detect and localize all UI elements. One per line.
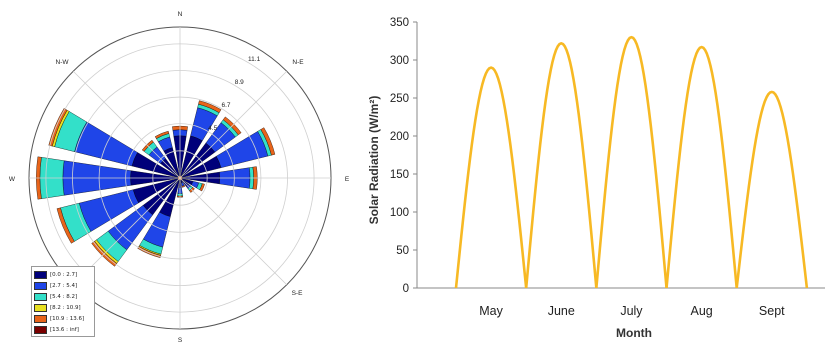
wind-rose-spoke (72, 70, 181, 179)
line-chart-series (454, 35, 809, 289)
legend-swatch (34, 314, 47, 323)
y-tick-label: 350 (390, 17, 409, 29)
wind-rose-sector-segment (181, 185, 186, 188)
wind-rose-direction-label: N (178, 11, 183, 18)
y-tick-label: 50 (396, 245, 409, 257)
legend-swatch (34, 325, 47, 334)
wind-rose-direction-label: W (9, 176, 16, 183)
y-tick-label: 0 (403, 283, 409, 295)
wind-rose-sector-segment (48, 108, 68, 147)
legend-item: [8.2 : 10.9] (34, 302, 92, 313)
radiation-curve-sept (735, 90, 809, 289)
legend-swatch (34, 303, 47, 312)
legend-swatch (34, 281, 47, 290)
wind-rose-sector-segment (154, 130, 170, 139)
legend-swatch (34, 292, 47, 301)
y-tick-label: 250 (390, 93, 409, 105)
legend-label: [0.0 : 2.7] (50, 271, 78, 278)
wind-rose-ring-label: 11.1 (248, 56, 261, 63)
wind-rose-sectors (36, 100, 276, 267)
wind-rose-sector-segment (56, 207, 75, 244)
legend-label: [2.7 : 5.4] (50, 282, 78, 289)
wind-rose-chart: N N-E E S-E S W N-W 4.5 6.7 8.9 11.1 (9, 11, 350, 342)
wind-rose-sector-segment (260, 127, 276, 156)
line-chart-axes: 0 50 100 150 200 250 300 350 May June July Aug Sept (390, 17, 825, 318)
wind-rose-ring-label: 6.7 (221, 102, 230, 109)
radiation-curve-july (595, 35, 668, 289)
legend-item: [10.9 : 13.6] (34, 313, 92, 324)
x-tick-label: July (620, 304, 643, 318)
x-tick-label: May (479, 304, 503, 318)
legend-swatch (34, 270, 47, 279)
legend-label: [13.6 : inf] (50, 326, 79, 333)
y-tick-label: 100 (390, 207, 409, 219)
wind-rose-sector-segment (198, 100, 222, 114)
radiation-curve-aug (665, 45, 738, 289)
y-tick-label: 300 (390, 55, 409, 67)
wind-rose-ring-label: 4.5 (208, 125, 217, 132)
y-tick-label: 150 (390, 169, 409, 181)
radiation-curve-june (524, 41, 598, 289)
legend-item: [13.6 : inf] (34, 324, 92, 335)
x-axis-label: Month (616, 326, 652, 340)
legend-label: [10.9 : 13.6] (50, 315, 85, 322)
legend-label: [5.4 : 8.2] (50, 293, 78, 300)
legend-item: [0.0 : 2.7] (34, 269, 92, 280)
x-tick-label: Sept (759, 304, 785, 318)
wind-rose-labels: N N-E E S-E S W N-W 4.5 6.7 8.9 11.1 (9, 11, 350, 342)
legend-item: [2.7 : 5.4] (34, 280, 92, 291)
y-axis-label: Solar Radiation (W/m²) (367, 96, 381, 225)
wind-rose-direction-label: N-W (56, 59, 70, 66)
legend-label: [8.2 : 10.9] (50, 304, 81, 311)
y-tick-label: 200 (390, 131, 409, 143)
radiation-curve-may (454, 66, 528, 289)
wind-rose-spoke (179, 70, 288, 179)
wind-rose-direction-label: S (178, 337, 183, 342)
wind-rose-sector-segment (199, 183, 205, 192)
x-tick-label: Aug (690, 304, 712, 318)
wind-rose-legend: [0.0 : 2.7] [2.7 : 5.4] [5.4 : 8.2] [8.2 : … (31, 266, 95, 337)
wind-rose-spoke (179, 177, 288, 286)
wind-rose-direction-label: S-E (292, 290, 304, 297)
x-tick-label: June (548, 304, 575, 318)
legend-item: [5.4 : 8.2] (34, 291, 92, 302)
wind-rose-sector-segment (74, 121, 138, 167)
wind-rose-direction-label: E (345, 176, 350, 183)
wind-rose-ring-label: 8.9 (235, 79, 244, 86)
wind-rose-direction-label: N-E (292, 59, 304, 66)
